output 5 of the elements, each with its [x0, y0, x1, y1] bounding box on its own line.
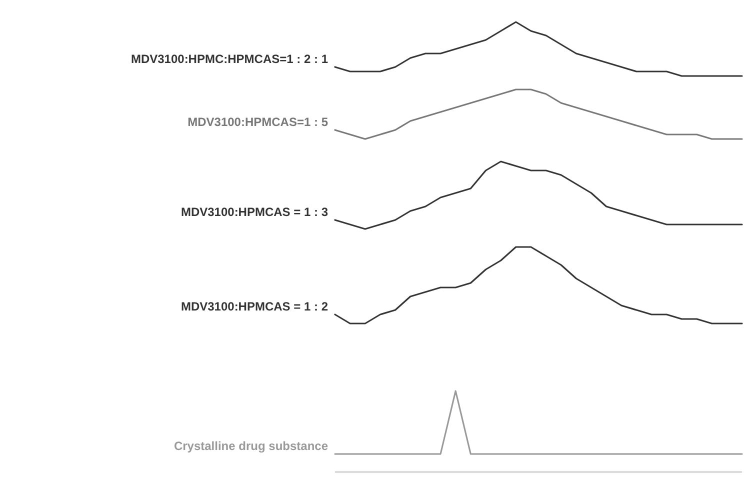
series-label: MDV3100:HPMCAS = 1 : 2 — [180, 300, 328, 314]
series-label: MDV3100:HPMCAS = 1 : 3 — [180, 205, 328, 219]
series-label: Crystalline drug substance — [174, 439, 328, 453]
series-label: MDV3100:HPMC:HPMCAS=1 : 2 : 1 — [130, 52, 328, 66]
series-label: MDV3100:HPMCAS=1 : 5 — [188, 115, 328, 129]
